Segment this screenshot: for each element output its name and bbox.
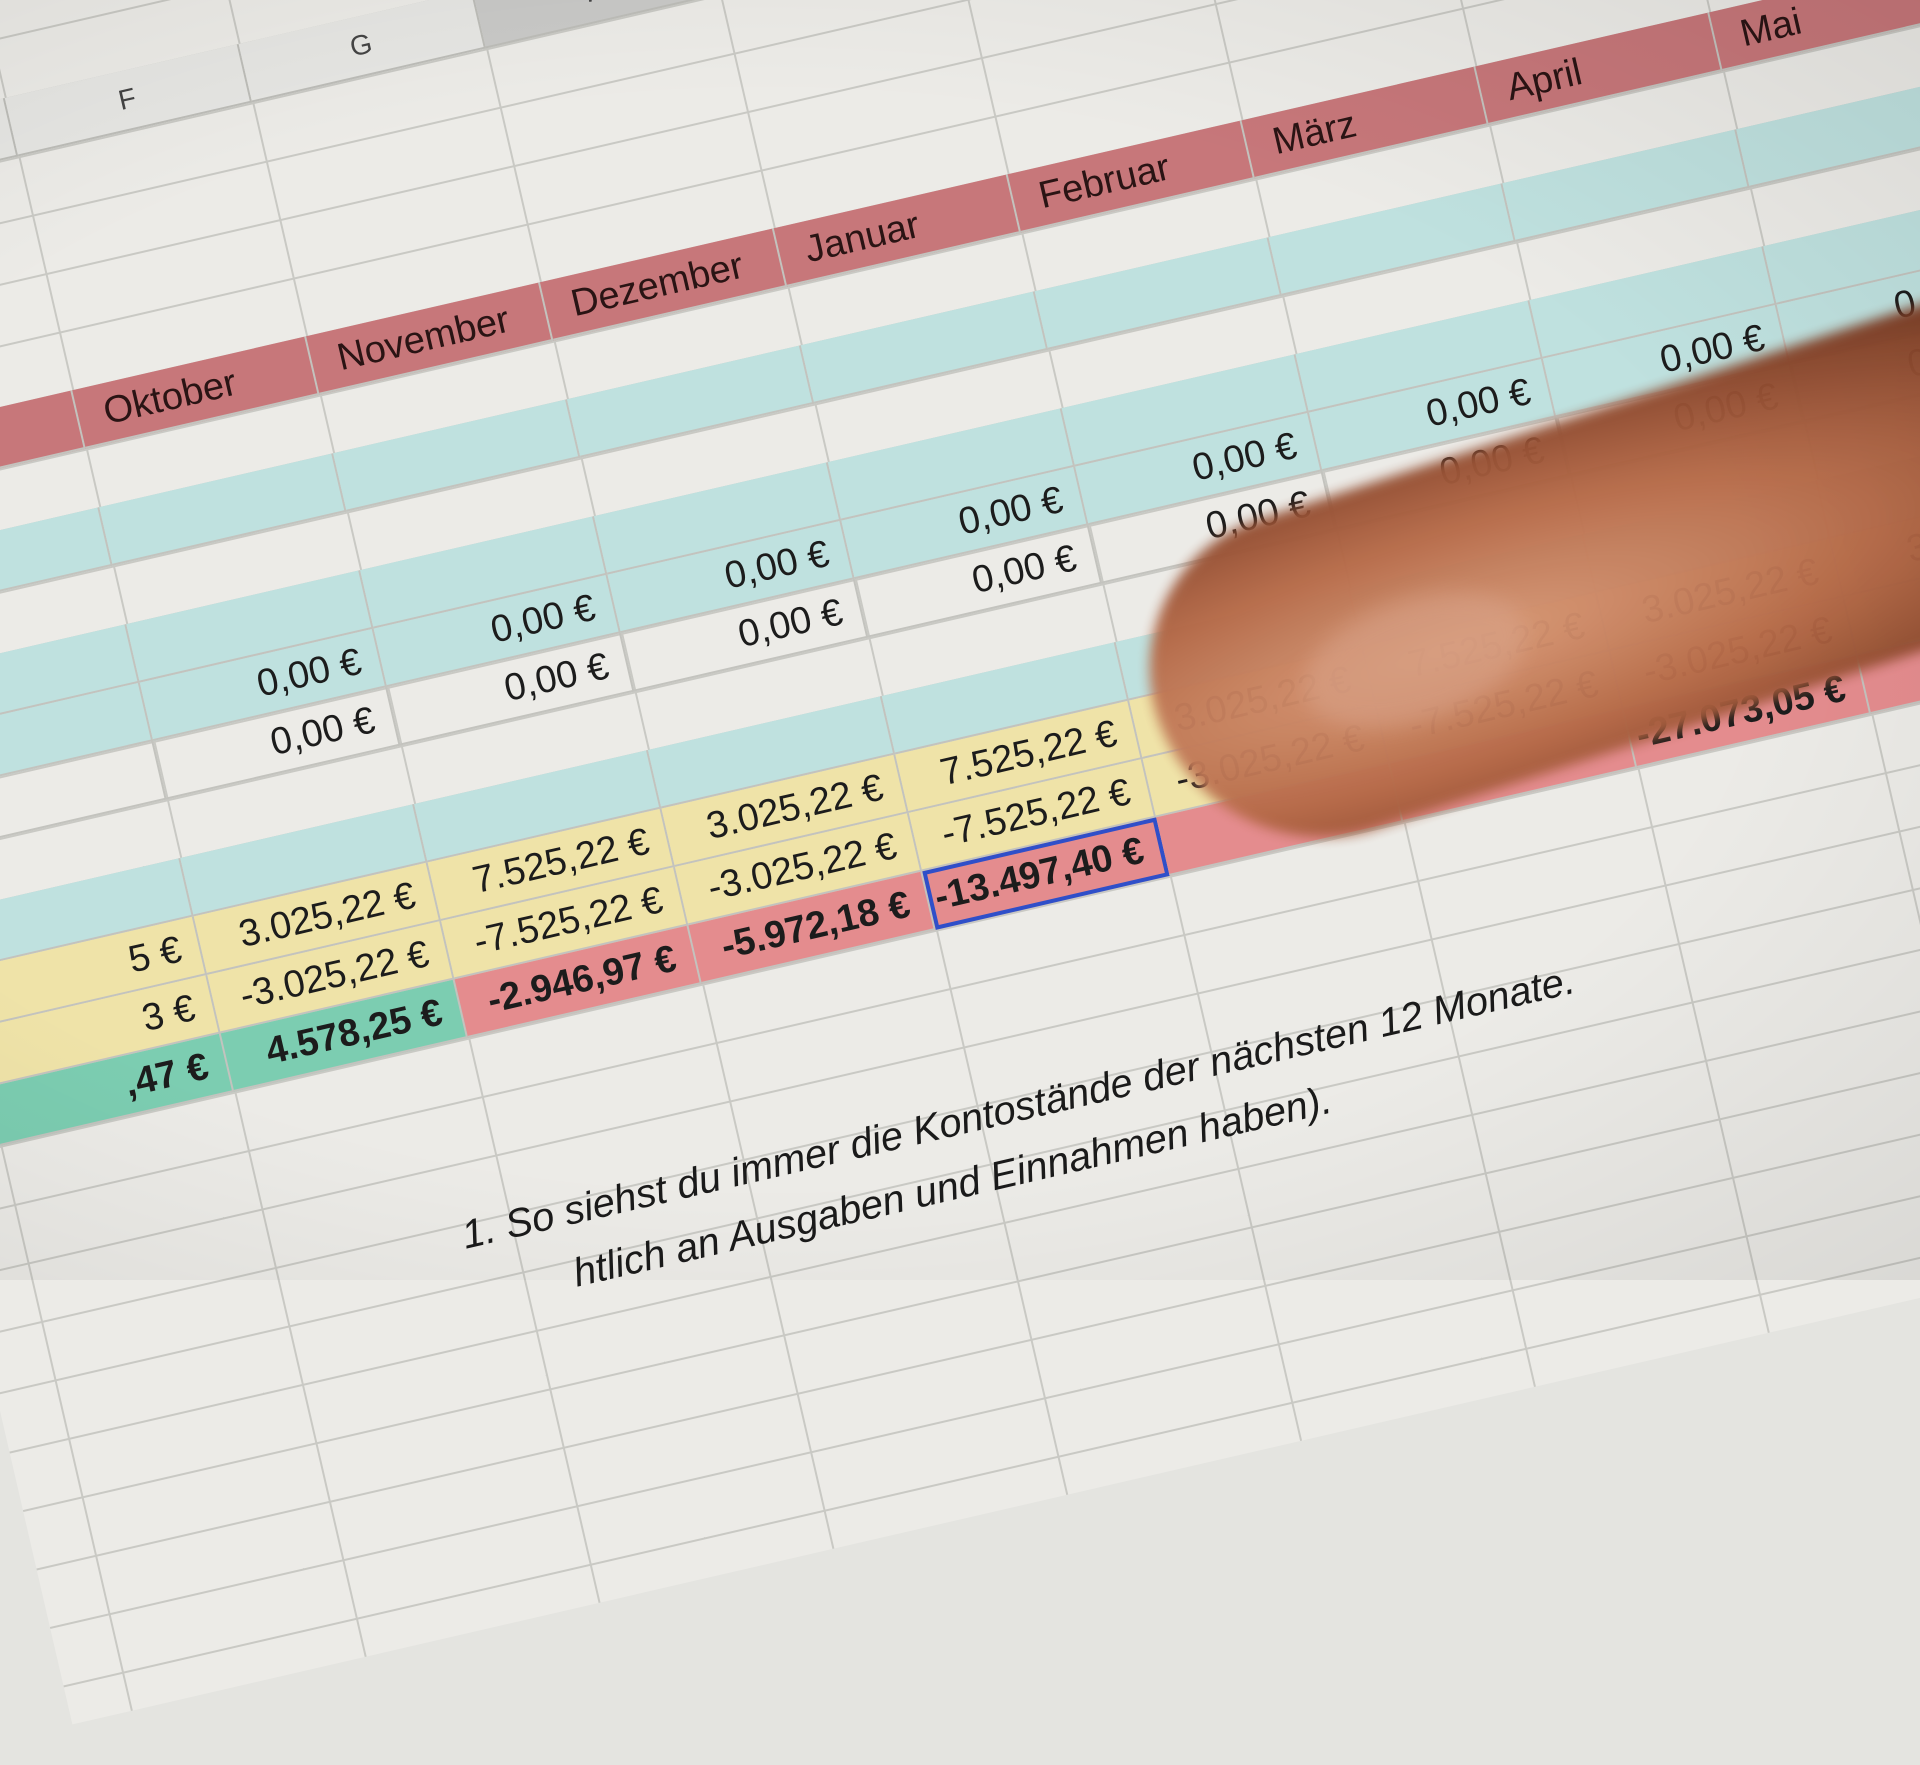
cell[interactable] [1268,183,1516,296]
month-header: April [1475,12,1723,125]
cell[interactable] [333,399,581,512]
month-header: Mai [1709,0,1920,71]
column-header[interactable]: G [238,0,487,103]
cell[interactable] [1034,237,1283,350]
month-header: Februar [1007,120,1256,233]
cell[interactable] [1736,75,1920,188]
column-header[interactable]: F [4,43,253,157]
month-header: Dezember [539,228,788,341]
cell[interactable] [99,453,347,566]
cell[interactable] [0,507,113,620]
column-header[interactable]: H [472,0,720,49]
month-header: ber [0,390,86,503]
cell[interactable] [800,291,1049,404]
month-header: November [306,282,554,395]
month-header: Oktober [72,336,320,449]
cell[interactable] [1502,129,1750,242]
month-header: März [1241,66,1489,179]
spreadsheet-grid[interactable]: 1. So siehst du immer die Kontostände de… [0,0,1920,1725]
cell[interactable] [566,345,815,458]
note-line-1: 1. So siehst du immer die Kontostände de… [457,958,1579,1258]
month-header: Januar [773,174,1022,287]
